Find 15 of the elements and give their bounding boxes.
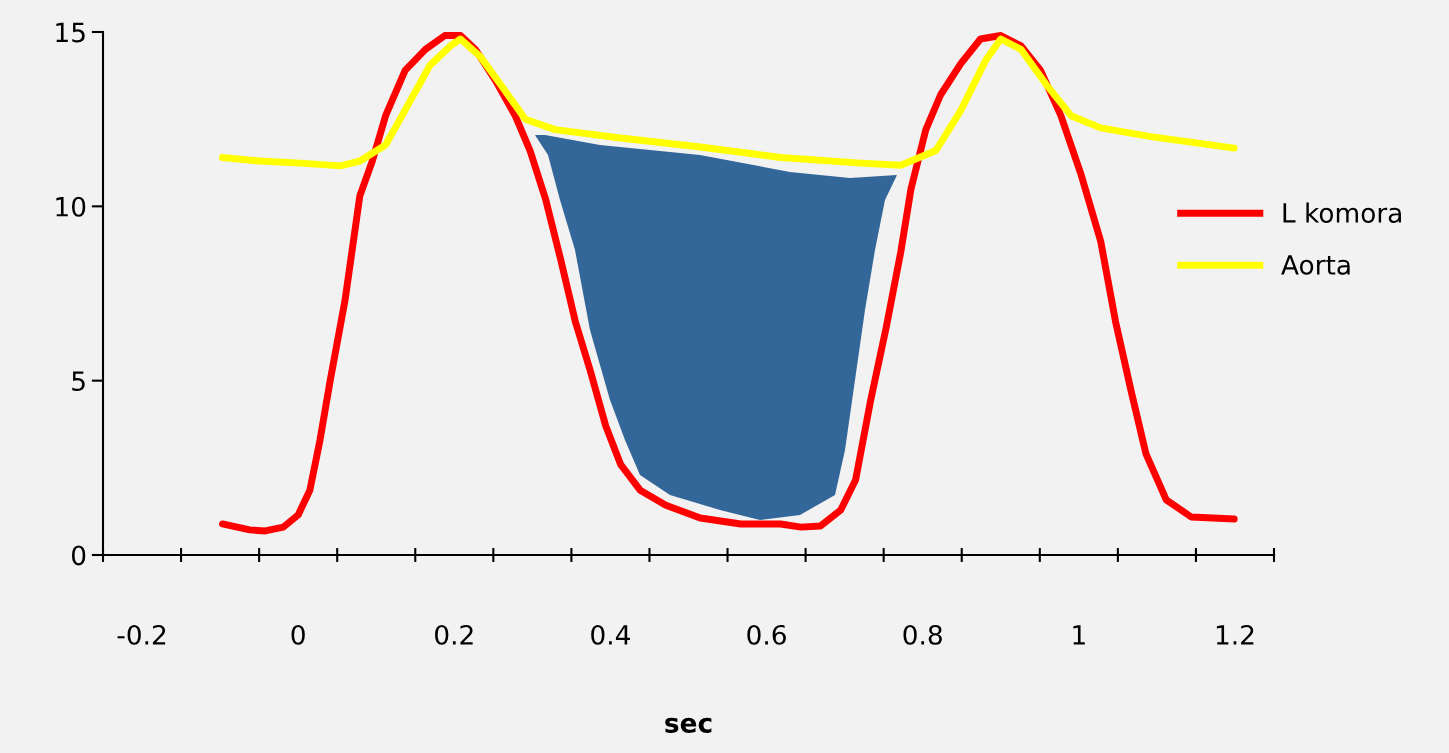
x-tick-label: 0 xyxy=(291,624,305,645)
x-tick-label: 0.2 xyxy=(435,624,473,645)
x-tick-label: 1.2 xyxy=(1216,624,1254,645)
legend-label: L komora xyxy=(1283,202,1401,223)
y-tick-label: 15 xyxy=(56,22,85,43)
legend-label: Aorta xyxy=(1281,255,1350,275)
x-tick-label: 0.8 xyxy=(903,624,942,645)
x-tick-label: 0.6 xyxy=(747,624,786,645)
x-tick-label: -0.2 xyxy=(117,624,166,645)
x-tick-label: 0.4 xyxy=(591,624,630,645)
x-tick-label: 1 xyxy=(1073,625,1085,645)
y-tick-label: 0 xyxy=(71,545,86,566)
y-tick-label: 5 xyxy=(72,371,85,392)
x-axis-title: sec xyxy=(665,717,712,733)
y-tick-label: 10 xyxy=(56,196,86,217)
